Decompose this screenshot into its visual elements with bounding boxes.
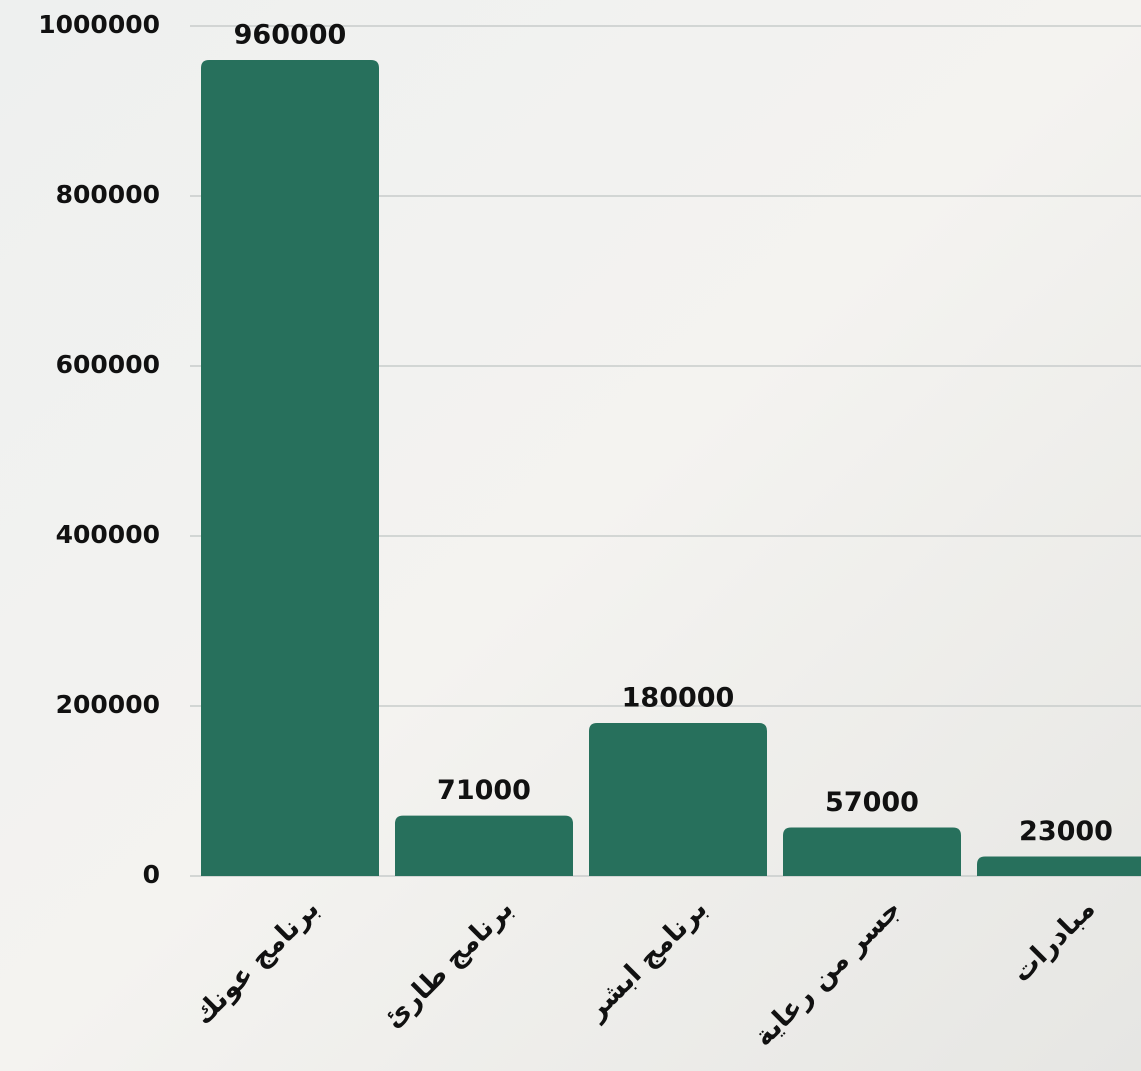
value-label: 180000 (622, 683, 735, 714)
y-tick-label: 400000 (56, 520, 160, 549)
bar (589, 723, 767, 876)
value-label: 960000 (234, 20, 347, 51)
value-label: 23000 (1019, 816, 1113, 847)
value-label: 71000 (437, 775, 531, 806)
y-tick-label: 1000000 (38, 10, 160, 39)
value-label: 57000 (825, 787, 919, 818)
bar (395, 815, 573, 876)
bar (201, 60, 379, 876)
bar (783, 827, 961, 876)
bar (977, 856, 1141, 876)
y-tick-label: 200000 (56, 690, 160, 719)
y-tick-label: 800000 (56, 180, 160, 209)
y-tick-label: 0 (143, 860, 160, 889)
y-tick-label: 600000 (56, 350, 160, 379)
